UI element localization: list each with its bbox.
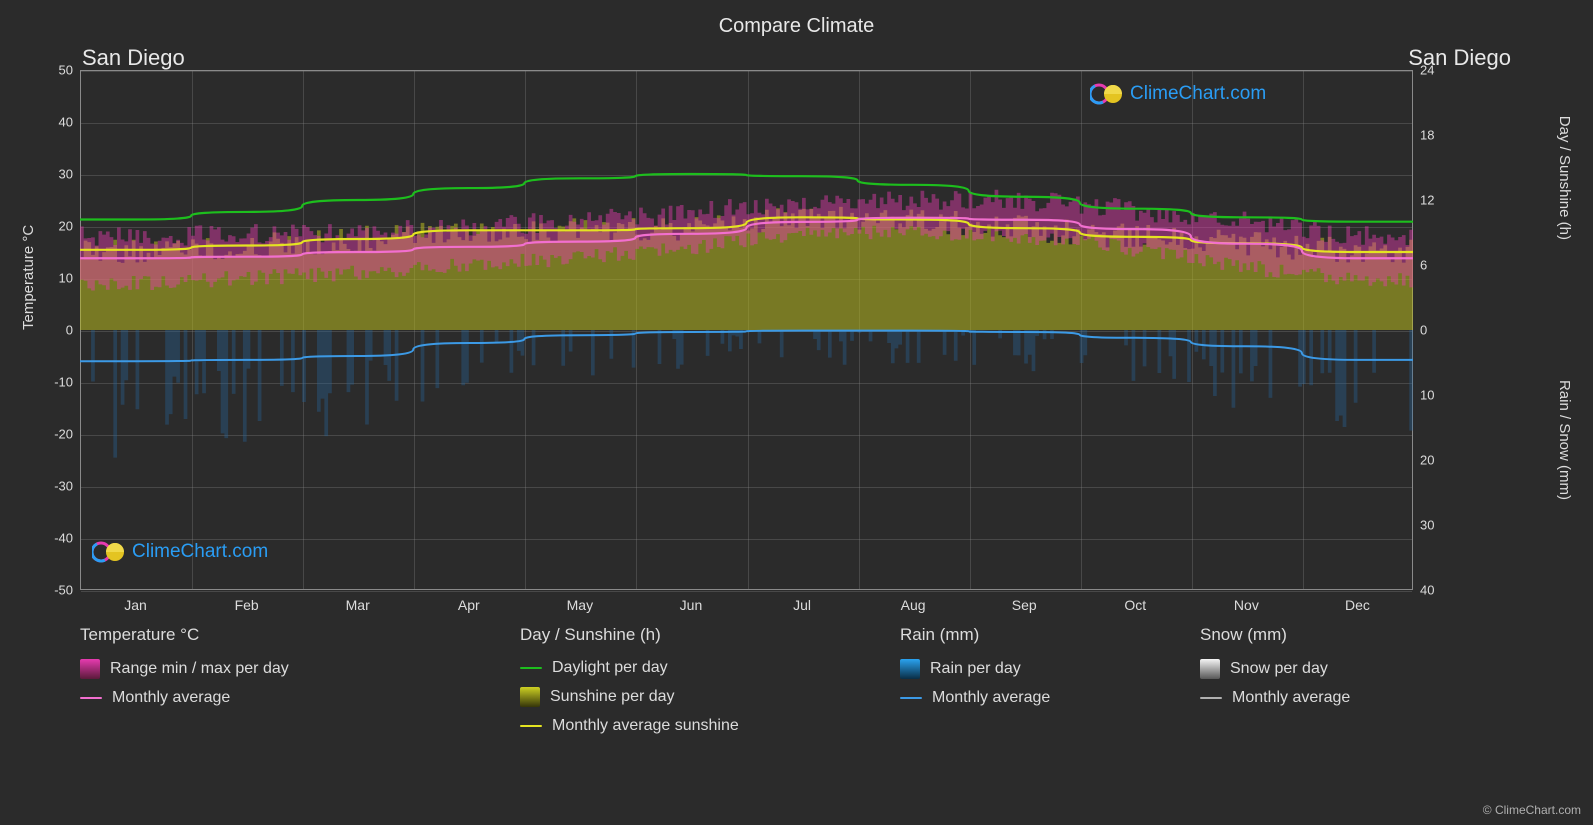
plot-area (80, 70, 1413, 590)
watermark-bottom: ClimeChart.com (92, 540, 268, 564)
legend-item-rain-per: Rain per day (900, 659, 1180, 679)
rain-swatch-icon (900, 659, 920, 679)
legend-item-rain-avg: Monthly average (900, 689, 1180, 707)
ytick-left: -10 (33, 375, 73, 390)
xtick-month: Feb (235, 597, 259, 613)
xtick-month: Nov (1234, 597, 1259, 613)
legend-item-snow-per: Snow per day (1200, 659, 1480, 679)
legend: Temperature °C Range min / max per day M… (80, 625, 1500, 735)
legend-head-day: Day / Sunshine (h) (520, 625, 880, 645)
legend-label: Rain per day (930, 660, 1021, 678)
ytick-right-top: 6 (1420, 258, 1460, 273)
legend-label: Monthly average (112, 689, 230, 707)
snow-avg-swatch-icon (1200, 697, 1222, 699)
ytick-right-top: 0 (1420, 323, 1460, 338)
legend-head-temp: Temperature °C (80, 625, 500, 645)
temp-range-swatch-icon (80, 659, 100, 679)
ytick-left: -20 (33, 427, 73, 442)
legend-col-snow: Snow (mm) Snow per day Monthly average (1200, 625, 1480, 735)
legend-col-temp: Temperature °C Range min / max per day M… (80, 625, 500, 735)
climechart-logo-icon (92, 540, 126, 564)
xtick-month: Aug (901, 597, 926, 613)
xtick-month: Sep (1012, 597, 1037, 613)
watermark-text: ClimeChart.com (1130, 83, 1266, 105)
xtick-month: Jul (793, 597, 811, 613)
snow-swatch-icon (1200, 659, 1220, 679)
legend-head-rain: Rain (mm) (900, 625, 1180, 645)
legend-label: Snow per day (1230, 660, 1328, 678)
ytick-left: -30 (33, 479, 73, 494)
legend-item-snow-avg: Monthly average (1200, 689, 1480, 707)
legend-item-daylight: Daylight per day (520, 659, 880, 677)
legend-item-temp-range: Range min / max per day (80, 659, 500, 679)
y-axis-label-right-bottom: Rain / Snow (mm) (1556, 380, 1573, 500)
temp-avg-swatch-icon (80, 697, 102, 699)
ytick-right-bottom: 10 (1420, 388, 1460, 403)
xtick-month: Oct (1124, 597, 1146, 613)
legend-label: Daylight per day (552, 659, 668, 677)
ytick-left: 50 (33, 63, 73, 78)
ytick-right-top: 24 (1420, 63, 1460, 78)
ytick-left: 0 (33, 323, 73, 338)
legend-item-temp-avg: Monthly average (80, 689, 500, 707)
legend-label: Monthly average (1232, 689, 1350, 707)
legend-item-sunshine: Sunshine per day (520, 687, 880, 707)
ytick-right-bottom: 30 (1420, 518, 1460, 533)
ytick-left: 30 (33, 167, 73, 182)
ytick-right-bottom: 20 (1420, 453, 1460, 468)
y-axis-label-right-top: Day / Sunshine (h) (1556, 116, 1573, 240)
sunshine-swatch-icon (520, 687, 540, 707)
ytick-right-bottom: 40 (1420, 583, 1460, 598)
daylight-swatch-icon (520, 667, 542, 669)
ytick-left: -50 (33, 583, 73, 598)
chart-area: ClimeChart.com ClimeChart.com 5040302010… (80, 70, 1413, 590)
legend-label: Monthly average (932, 689, 1050, 707)
ytick-left: -40 (33, 531, 73, 546)
legend-label: Sunshine per day (550, 688, 675, 706)
rain-avg-swatch-icon (900, 697, 922, 699)
chart-title: Compare Climate (0, 0, 1593, 38)
legend-label: Monthly average sunshine (552, 717, 739, 735)
ytick-right-top: 18 (1420, 128, 1460, 143)
xtick-month: Jun (680, 597, 703, 613)
sunshine-avg-swatch-icon (520, 725, 542, 727)
city-label-left: San Diego (82, 45, 185, 71)
legend-label: Range min / max per day (110, 660, 289, 678)
xtick-month: Jan (124, 597, 147, 613)
xtick-month: Mar (346, 597, 370, 613)
watermark-text: ClimeChart.com (132, 541, 268, 563)
xtick-month: Apr (458, 597, 480, 613)
legend-item-sunshine-avg: Monthly average sunshine (520, 717, 880, 735)
ytick-left: 10 (33, 271, 73, 286)
watermark-top: ClimeChart.com (1090, 82, 1266, 106)
climechart-logo-icon (1090, 82, 1124, 106)
xtick-month: May (567, 597, 593, 613)
xtick-month: Dec (1345, 597, 1370, 613)
ytick-left: 20 (33, 219, 73, 234)
ytick-right-top: 12 (1420, 193, 1460, 208)
legend-col-rain: Rain (mm) Rain per day Monthly average (900, 625, 1180, 735)
legend-head-snow: Snow (mm) (1200, 625, 1480, 645)
copyright-text: © ClimeChart.com (1483, 803, 1581, 817)
ytick-left: 40 (33, 115, 73, 130)
legend-col-day: Day / Sunshine (h) Daylight per day Suns… (520, 625, 880, 735)
